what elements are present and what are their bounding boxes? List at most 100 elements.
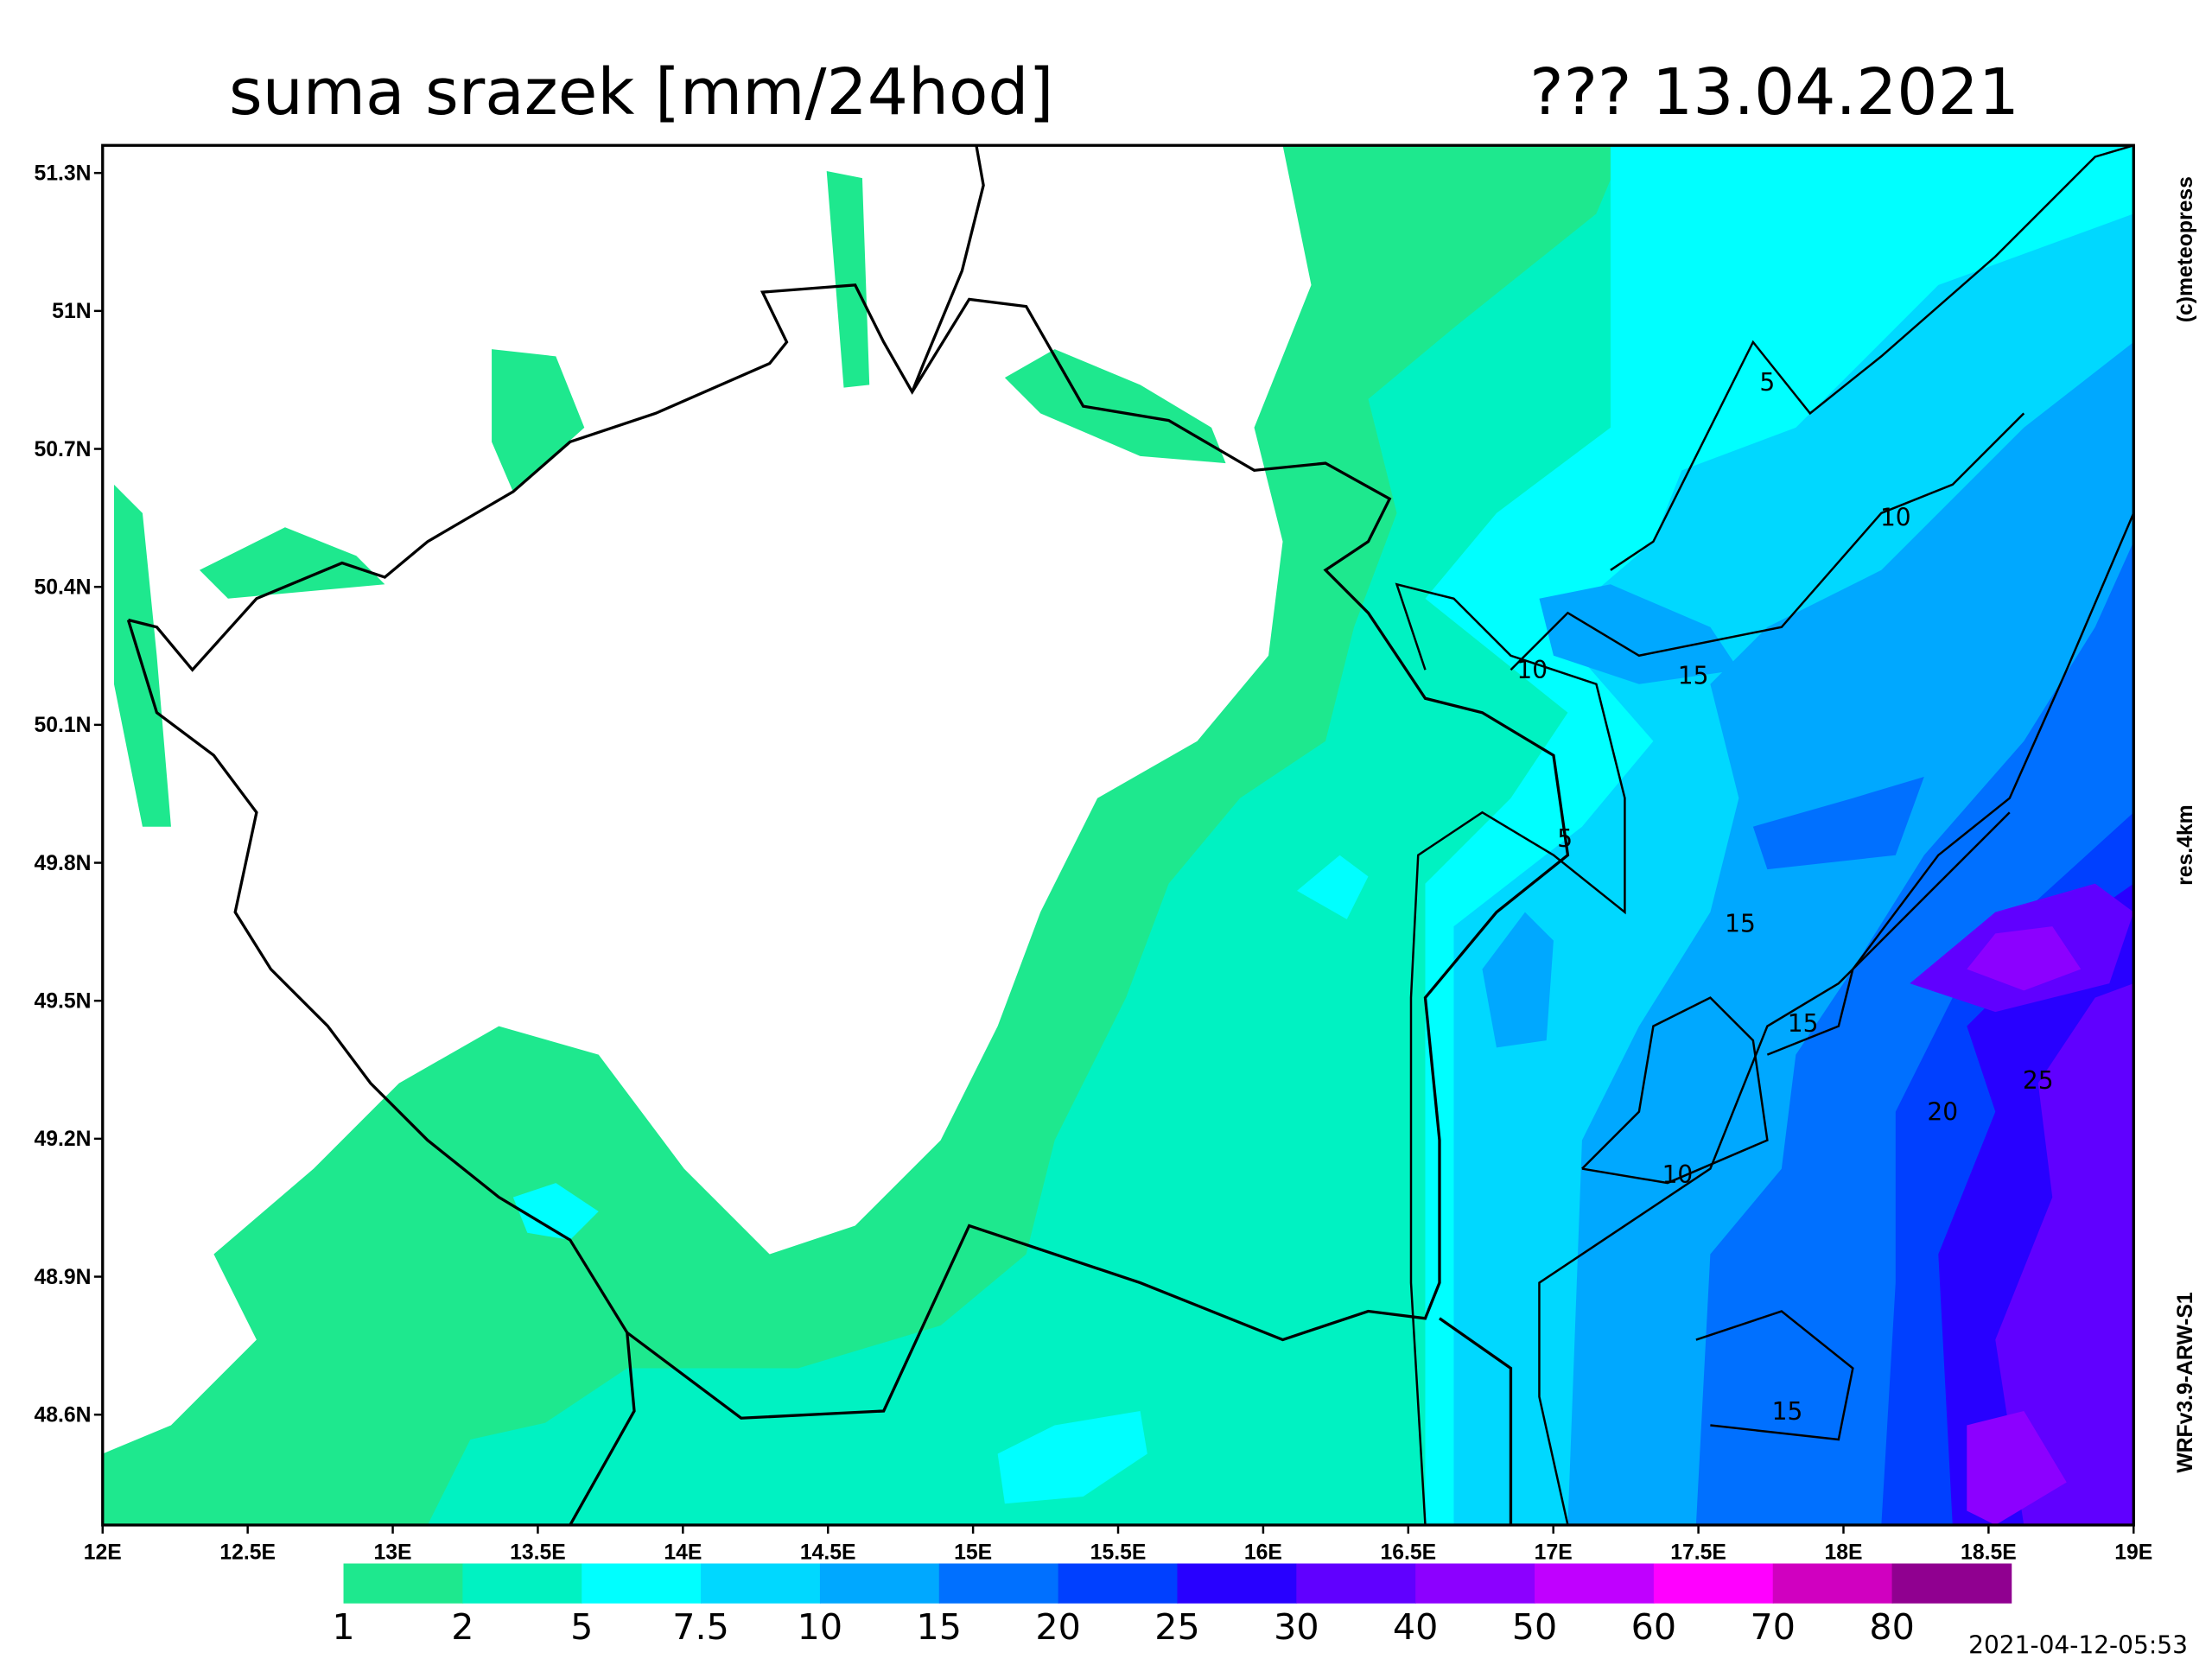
colorbar-box bbox=[462, 1563, 583, 1604]
y-tick-label: 50.4N bbox=[35, 575, 92, 599]
colorbar-label: 50 bbox=[1512, 1606, 1557, 1648]
precip-area bbox=[512, 1183, 599, 1241]
colorbar-label: 15 bbox=[917, 1606, 962, 1648]
date: ??? 13.04.2021 bbox=[1529, 54, 2019, 130]
x-tick-label: 17E bbox=[1535, 1541, 1573, 1565]
colorbar-box bbox=[938, 1563, 1059, 1604]
x-tick-label: 12.5E bbox=[219, 1541, 276, 1565]
title: suma srazek [mm/24hod] bbox=[229, 54, 1053, 130]
border bbox=[569, 1332, 636, 1525]
y-tick-label: 51N bbox=[52, 300, 91, 323]
precip-area bbox=[1967, 1410, 2067, 1525]
x-tick-label: 12E bbox=[84, 1541, 122, 1565]
x-tick-label: 13.5E bbox=[510, 1541, 566, 1565]
x-tick-label: 13E bbox=[374, 1541, 412, 1565]
border bbox=[911, 145, 985, 393]
precip-area bbox=[1482, 912, 1554, 1048]
precip-area bbox=[199, 527, 385, 599]
colorbar-box bbox=[1891, 1563, 2012, 1604]
contour bbox=[1695, 1310, 1854, 1441]
colorbar-box bbox=[1177, 1563, 1298, 1604]
colorbar-box bbox=[1415, 1563, 1535, 1604]
contour-label: 25 bbox=[2023, 1066, 2054, 1095]
colorbar-label: 1 bbox=[332, 1606, 354, 1648]
x-tick-label: 16E bbox=[1244, 1541, 1282, 1565]
contour-label: 15 bbox=[1788, 1009, 1819, 1038]
colorbar-label: 20 bbox=[1035, 1606, 1080, 1648]
colorbar-label: 25 bbox=[1154, 1606, 1199, 1648]
precip-area bbox=[427, 1410, 798, 1525]
contour bbox=[1510, 412, 2025, 671]
x-tick-label: 15.5E bbox=[1090, 1541, 1147, 1565]
x-tick-label: 15E bbox=[954, 1541, 992, 1565]
y-tick-label: 49.8N bbox=[35, 852, 92, 875]
precip-area bbox=[492, 349, 585, 493]
contour-label: 15 bbox=[1772, 1397, 1803, 1426]
y-tick-label: 50.7N bbox=[35, 438, 92, 461]
contour bbox=[1581, 996, 1769, 1185]
colorbar-label: 70 bbox=[1750, 1606, 1795, 1648]
colorbar-label: 40 bbox=[1393, 1606, 1438, 1648]
precip-area bbox=[1539, 584, 1739, 684]
contour-label: 15 bbox=[1725, 910, 1756, 938]
x-tick-label: 19E bbox=[2114, 1541, 2152, 1565]
colorbar-label: 10 bbox=[798, 1606, 842, 1648]
no-precip-area bbox=[102, 145, 855, 599]
y-tick-label: 51.3N bbox=[35, 162, 92, 185]
x-tick-label: 18E bbox=[1824, 1541, 1862, 1565]
contour bbox=[1395, 582, 1626, 1525]
contour bbox=[1610, 145, 2134, 571]
y-tick-label: 50.1N bbox=[35, 714, 92, 737]
border bbox=[1439, 1317, 1513, 1525]
precip-area bbox=[113, 484, 171, 827]
y-tick-label: 49.5N bbox=[35, 989, 92, 1013]
colorbar-box bbox=[343, 1563, 464, 1604]
precip-area bbox=[1967, 926, 2082, 991]
y-tick-label: 48.9N bbox=[35, 1266, 92, 1289]
field bbox=[102, 145, 2134, 1525]
contour-label: 5 bbox=[1557, 824, 1573, 853]
model: WRFv3.9-ARW-S1 bbox=[2174, 1292, 2197, 1473]
precip-area bbox=[1004, 349, 1226, 464]
resolution: res.4km bbox=[2174, 804, 2197, 886]
precip-area bbox=[1752, 776, 1924, 870]
contour-label: 10 bbox=[1516, 656, 1548, 684]
contour-label: 20 bbox=[1927, 1097, 1958, 1126]
contour bbox=[1766, 512, 2134, 1056]
contour-label: 10 bbox=[1662, 1160, 1694, 1189]
y-tick-label: 49.2N bbox=[35, 1128, 92, 1151]
colorbar-box bbox=[1653, 1563, 1774, 1604]
colorbar-box bbox=[582, 1563, 702, 1604]
x-tick-label: 16.5E bbox=[1380, 1541, 1436, 1565]
colorbar-box bbox=[1772, 1563, 1893, 1604]
colorbar-label: 30 bbox=[1274, 1606, 1319, 1648]
colorbar-box bbox=[1058, 1563, 1179, 1604]
colorbar-label: 5 bbox=[570, 1606, 593, 1648]
colorbar-box bbox=[701, 1563, 821, 1604]
precip-area bbox=[1995, 983, 2134, 1525]
colorbar-label: 2 bbox=[451, 1606, 474, 1648]
colorbar-box bbox=[1296, 1563, 1416, 1604]
precip-area bbox=[1297, 855, 1369, 919]
contour-label: 5 bbox=[1759, 368, 1775, 397]
timestamp: 2021-04-12-05:53 bbox=[1968, 1630, 2188, 1659]
x-tick-label: 14.5E bbox=[800, 1541, 856, 1565]
contour-label: 15 bbox=[1678, 662, 1709, 690]
colorbar-box bbox=[819, 1563, 940, 1604]
x-tick-label: 14E bbox=[664, 1541, 702, 1565]
colorbar-label: 7.5 bbox=[672, 1606, 729, 1648]
contour-label: 10 bbox=[1880, 504, 1911, 532]
border bbox=[126, 283, 1570, 1420]
x-tick-label: 18.5E bbox=[1961, 1541, 2017, 1565]
copyright: (c)meteopress bbox=[2174, 176, 2197, 322]
precip-area bbox=[826, 170, 870, 388]
colorbar-box bbox=[1535, 1563, 1655, 1604]
contour bbox=[1538, 811, 2011, 1525]
precip-area bbox=[997, 1410, 1147, 1504]
y-tick-label: 48.6N bbox=[35, 1403, 92, 1427]
x-tick-label: 17.5E bbox=[1670, 1541, 1726, 1565]
colorbar-label: 60 bbox=[1631, 1606, 1676, 1648]
colorbar-label: 80 bbox=[1869, 1606, 1914, 1648]
